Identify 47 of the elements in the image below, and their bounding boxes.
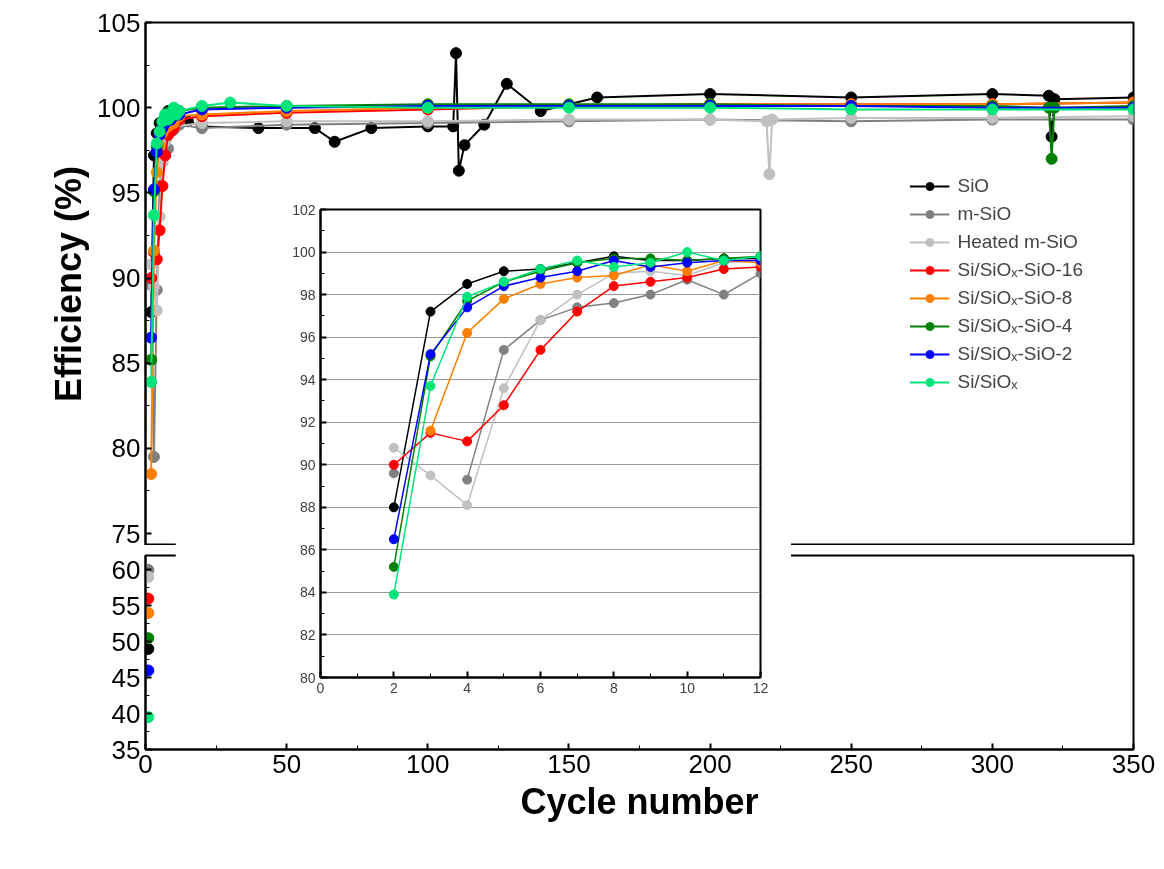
y-tick-label: 92 (299, 414, 316, 431)
x-tick-label: 200 (688, 748, 732, 779)
y-tick-label: 90 (299, 456, 316, 473)
x-tick-label: 8 (609, 679, 618, 696)
y-tick-label: 55 (111, 590, 141, 621)
legend-label: m-SiO (957, 202, 1012, 225)
legend-label: SiO (957, 174, 990, 197)
y-axis-title: Efficiency (%) (48, 165, 90, 403)
x-tick-label: 4 (463, 679, 472, 696)
y-tick-label: 94 (299, 371, 316, 388)
y-tick-label: 45 (111, 662, 141, 693)
y-tick-label: 80 (111, 433, 141, 464)
legend-label: Si/SiOₓ (957, 370, 1018, 393)
y-tick-label: 60 (111, 554, 141, 585)
x-tick-label: 100 (406, 748, 450, 779)
x-tick-label: 6 (536, 679, 545, 696)
legend-label: Si/SiOₓ-SiO-2 (957, 342, 1073, 365)
x-tick-label: 350 (1111, 748, 1156, 779)
y-tick-label: 86 (299, 541, 316, 558)
x-tick-label: 12 (752, 679, 769, 696)
y-tick-label: 105 (97, 7, 141, 38)
y-tick-label: 75 (111, 518, 141, 549)
y-tick-label: 50 (111, 626, 141, 657)
legend-label: Si/SiOₓ-SiO-4 (957, 314, 1073, 337)
x-axis-title: Cycle number (520, 780, 759, 822)
y-tick-label: 98 (299, 286, 316, 303)
y-tick-label: 90 (111, 263, 141, 294)
y-tick-label: 100 (292, 244, 316, 261)
x-tick-label: 2 (389, 679, 398, 696)
x-tick-label: 10 (679, 679, 696, 696)
legend-label: Si/SiOₓ-SiO-16 (957, 258, 1083, 281)
y-tick-label: 88 (299, 499, 316, 516)
x-tick-label: 300 (970, 748, 1015, 779)
y-tick-label: 100 (97, 92, 141, 123)
y-tick-label: 85 (111, 348, 141, 379)
y-tick-label: 102 (292, 201, 316, 218)
y-tick-label: 40 (111, 698, 141, 729)
legend-label: Heated m-SiO (957, 230, 1078, 253)
x-tick-label: 250 (829, 748, 873, 779)
x-tick-label: 150 (547, 748, 591, 779)
y-tick-label: 80 (299, 669, 316, 686)
x-tick-label: 0 (316, 679, 325, 696)
y-tick-label: 82 (299, 626, 316, 643)
y-tick-label: 96 (299, 329, 316, 346)
y-tick-label: 95 (111, 177, 141, 208)
legend-label: Si/SiOₓ-SiO-8 (957, 286, 1073, 309)
y-tick-label: 84 (299, 584, 316, 601)
